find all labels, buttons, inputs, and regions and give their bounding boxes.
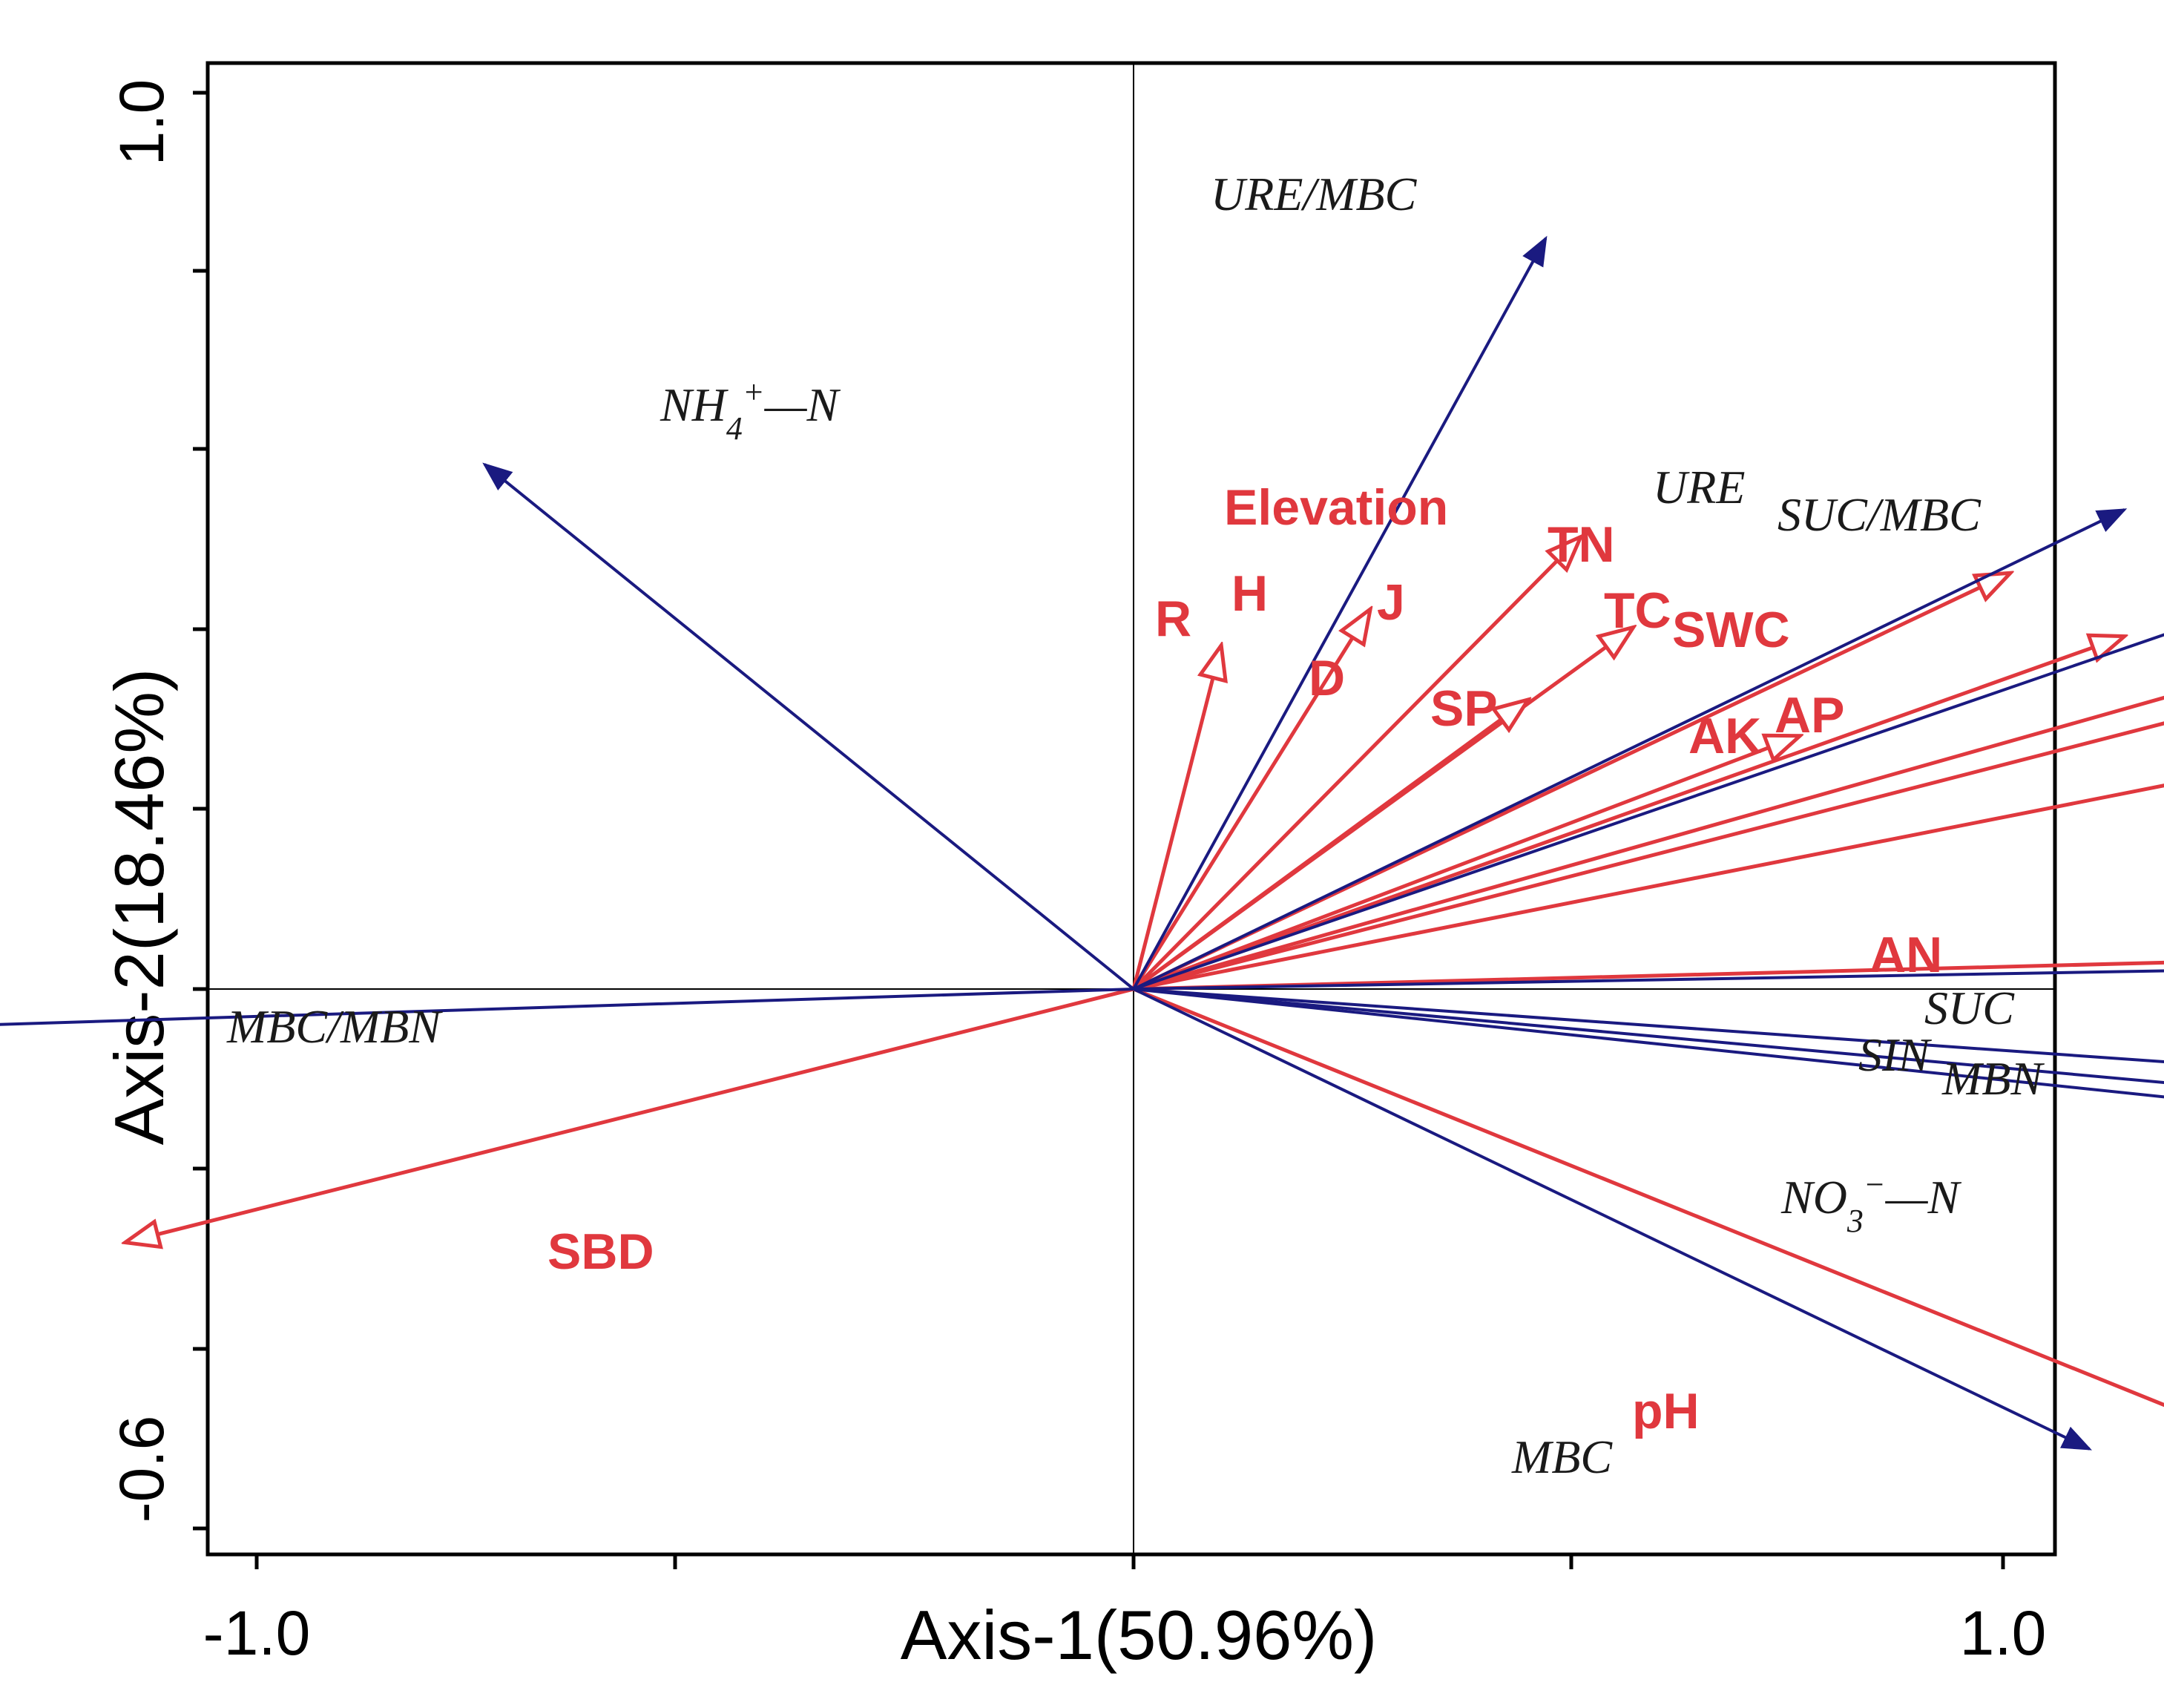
env-label-swc: SWC [1672, 602, 1790, 658]
env-arrow-sp [1133, 736, 1800, 991]
axis-ticks [193, 91, 2005, 1569]
response-labels: URE/MBC NH4+—N URE SUC/MBC MBC/MBN SUC S… [226, 168, 2045, 1483]
resp-label-nh4-n: NH4+—N [660, 374, 841, 447]
resp-arrow-nh4-n [482, 462, 1135, 991]
env-arrow-sbd [125, 987, 1134, 1243]
env-label-sp: SP [1430, 680, 1498, 737]
env-label-an: AN [1869, 927, 1942, 983]
response-vectors [0, 235, 2164, 1451]
env-arrow-d [1132, 700, 1528, 991]
resp-label-mbn: MBN [1941, 1052, 2045, 1105]
env-label-sbd: SBD [547, 1223, 654, 1280]
env-arrow-an [1133, 960, 2164, 991]
resp-label-no3-n: NO3−—N [1780, 1166, 1962, 1239]
resp-arrow-suc [1133, 969, 2164, 991]
x-tick-label-min: -1.0 [203, 1598, 311, 1668]
env-arrow-r [1131, 646, 1221, 990]
env-label-ph: pH [1632, 1383, 1700, 1439]
env-label-d: D [1309, 650, 1345, 706]
environment-vectors [125, 537, 2164, 1408]
resp-arrow-sin [1133, 988, 2164, 1084]
env-label-tn: TN [1548, 516, 1615, 573]
y-axis-title: Axis-2(18.46%) [100, 669, 178, 1146]
env-label-j: J [1377, 574, 1405, 631]
env-arrow-ak [1133, 721, 2164, 991]
env-label-tc: TC [1604, 582, 1671, 639]
env-label-ak: AK [1688, 708, 1761, 764]
env-label-ap: AP [1775, 687, 1844, 743]
env-arrow-h [1131, 609, 1370, 991]
env-label-r: R [1155, 591, 1191, 647]
y-tick-label-min: -0.6 [107, 1416, 177, 1523]
resp-label-mbc: MBC [1511, 1431, 1613, 1483]
env-label-h: H [1231, 565, 1268, 622]
resp-arrow-no3-n [1133, 988, 2164, 1099]
resp-label-mbc-mbn: MBC/MBN [226, 1000, 443, 1053]
resp-arrow-mbc-mbn [0, 988, 1134, 1026]
env-arrow-swc [1133, 695, 2164, 991]
resp-label-ure: URE [1653, 461, 1745, 513]
environment-labels: Elevation R H J D TN TC SP SWC AK AP AN … [547, 479, 1942, 1439]
resp-label-suc: SUC [1924, 982, 2015, 1034]
x-tick-label-max: 1.0 [1960, 1598, 2047, 1668]
env-arrow-tc [1133, 637, 2125, 991]
resp-arrow-ure-mbc [1132, 235, 1548, 990]
env-arrow-elevation [1132, 537, 1581, 991]
y-tick-label-max: 1.0 [107, 79, 177, 166]
x-axis-title: Axis-1(50.96%) [901, 1596, 1378, 1674]
env-arrow-ap [1133, 784, 2164, 991]
resp-arrow-mbc [1133, 988, 2092, 1451]
resp-arrow-mbn [1133, 988, 2164, 1064]
resp-arrow-suc-mbc [1133, 633, 2164, 991]
env-label-elevation: Elevation [1224, 479, 1448, 536]
env-arrow-ph [1133, 987, 2164, 1408]
resp-label-ure-mbc: URE/MBC [1211, 168, 1418, 220]
resp-arrow-ure [1133, 508, 2128, 991]
resp-label-sin: SIN [1858, 1028, 1932, 1081]
resp-label-suc-mbc: SUC/MBC [1777, 488, 1982, 541]
